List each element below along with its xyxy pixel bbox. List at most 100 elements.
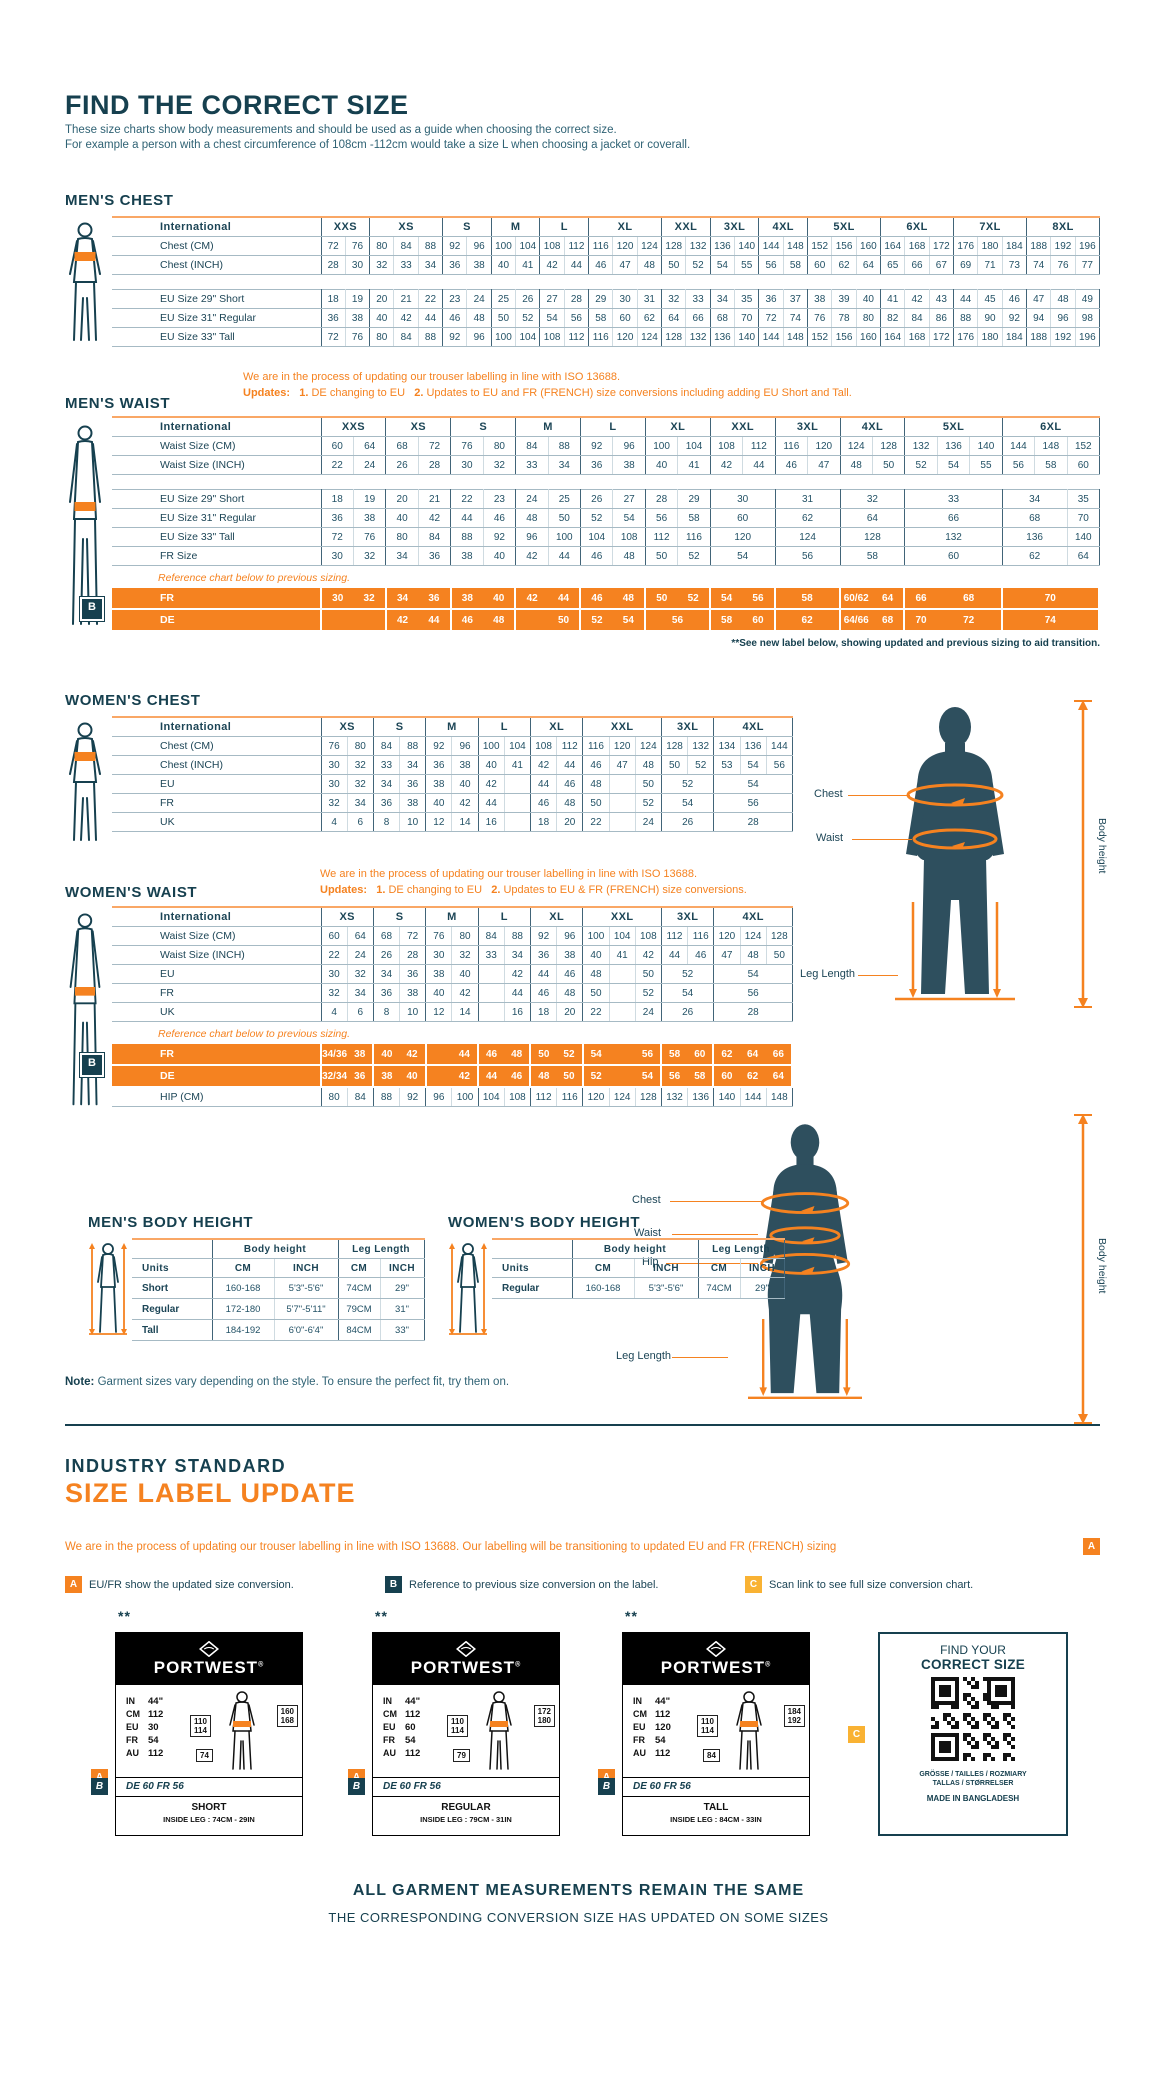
- inside-leg-text: INSIDE LEG : 74CM - 29IN: [163, 1815, 255, 1824]
- size-cell: 70: [1067, 508, 1101, 528]
- size-cell: 80: [321, 1088, 348, 1107]
- size-spec-row: FR 54: [126, 1732, 163, 1746]
- size-cell: 184: [1002, 236, 1028, 256]
- row-label: Chest (CM): [112, 736, 322, 756]
- size-cell: 44: [477, 1065, 505, 1088]
- previous-size-row: DE 60 FR 56 B: [91, 1777, 302, 1796]
- row-label: EU Size 29" Short: [112, 289, 322, 309]
- size-cell: 34: [710, 289, 736, 309]
- womens-waist-heading: WOMEN'S WAIST: [65, 884, 198, 901]
- size-spec-row: FR 54: [383, 1732, 420, 1746]
- size-cell: 80: [347, 736, 374, 756]
- size-cell: 33: [393, 255, 419, 275]
- size-group-header: S: [450, 417, 517, 437]
- size-cell: 29: [588, 289, 614, 309]
- size-group-header: 4XL: [758, 217, 809, 237]
- leg-length-value: 74: [200, 1751, 209, 1760]
- size-cell: 42: [504, 964, 532, 984]
- size-spec-row: EU 120: [633, 1719, 671, 1733]
- size-cell: 56: [645, 508, 679, 528]
- size-cell: 68: [936, 588, 1003, 610]
- size-cell: 26: [515, 289, 541, 309]
- size-cell: 22: [321, 945, 348, 965]
- size-cell: 56: [634, 1044, 663, 1066]
- update-number-2: 2.: [491, 884, 501, 896]
- size-cell: 52: [515, 308, 541, 328]
- size-value: 54: [405, 1735, 416, 1746]
- size-cell: 8: [373, 1002, 401, 1022]
- size-group-header: XXL: [661, 217, 711, 237]
- size-cell: 30: [425, 945, 453, 965]
- update-note-text: We are in the process of updating our tr…: [65, 1540, 837, 1553]
- registered-mark: ®: [258, 1660, 265, 1668]
- size-cell: 48: [466, 308, 492, 328]
- size-cell: 74CM: [338, 1277, 381, 1299]
- size-cell: 53: [713, 755, 741, 775]
- size-spec-row: IN 44": [126, 1693, 163, 1707]
- update-text-1: DE changing to EU: [311, 387, 406, 399]
- column-header: Units: [132, 1258, 213, 1278]
- size-group-header: L: [478, 717, 532, 737]
- size-cell: 140: [734, 236, 760, 256]
- size-system-label: CM: [126, 1709, 140, 1719]
- size-cell: 64: [1067, 546, 1101, 566]
- page-title: FIND THE CORRECT SIZE: [65, 90, 409, 120]
- size-cell: 64: [765, 1065, 794, 1088]
- size-cell: 52: [582, 1065, 609, 1088]
- size-cell: 32: [661, 289, 687, 309]
- size-cell: [504, 812, 532, 832]
- row-label: FR: [112, 1044, 322, 1066]
- fit-name: TALL: [703, 1802, 729, 1813]
- size-cell: 46: [483, 508, 517, 528]
- size-cell: 56: [713, 793, 793, 813]
- size-group-header: 3XL: [775, 417, 841, 437]
- size-cell: 35: [734, 289, 760, 309]
- size-cell: 58: [840, 546, 906, 566]
- size-cell: 38: [556, 945, 584, 965]
- product-label-tall: PORTWEST® IN 44" CM 112 EU 120 FR 54 AU 112 110 114 1…: [598, 1632, 810, 1836]
- size-cell: 74CM: [698, 1277, 741, 1299]
- size-cell: 24: [515, 489, 549, 509]
- womens-waist-iso-note: We are in the process of updating our tr…: [320, 866, 747, 898]
- size-cell: 42: [478, 774, 505, 794]
- size-cell: 38: [466, 255, 492, 275]
- size-cell: 54: [937, 455, 971, 475]
- size-cell: 132: [661, 1088, 689, 1107]
- chest-measure-label: Chest: [814, 788, 843, 800]
- size-cell: 38: [612, 455, 646, 475]
- size-cell: 14: [451, 1002, 479, 1022]
- size-cell: 31": [380, 1298, 425, 1320]
- size-group-header: XS: [385, 417, 452, 437]
- size-cell: 28: [399, 945, 427, 965]
- size-cell: 92: [442, 327, 468, 347]
- size-cell: 42: [451, 1065, 479, 1088]
- size-cell: 48: [515, 508, 549, 528]
- size-value: 112: [405, 1748, 421, 1759]
- size-cell: 196: [1075, 236, 1101, 256]
- size-cell: 16: [478, 812, 505, 832]
- size-cell: 54: [661, 983, 715, 1003]
- size-cell: 32: [347, 774, 374, 794]
- size-cell: 164: [880, 236, 906, 256]
- size-cell: 34: [504, 945, 532, 965]
- row-label: EU: [112, 964, 322, 984]
- industry-standard-title: INDUSTRY STANDARD: [65, 1456, 287, 1476]
- size-group-header: 4XL: [713, 717, 793, 737]
- size-cell: 144: [758, 236, 784, 256]
- size-cell: 48: [582, 774, 610, 794]
- iso-note-line-1: We are in the process of updating our tr…: [243, 371, 621, 383]
- size-cell: 92: [399, 1088, 427, 1107]
- size-cell: 5'3"-5'6": [274, 1277, 339, 1299]
- row-label: FR: [112, 588, 322, 610]
- updates-label: Updates:: [243, 387, 291, 399]
- size-system-label: EU: [126, 1722, 139, 1732]
- size-cell: 24: [347, 945, 374, 965]
- size-cell: 33: [685, 289, 711, 309]
- womens-measurement-diagram: Chest Waist Hip Leg Length Body height: [612, 1110, 1110, 1428]
- size-cell: 48: [582, 964, 610, 984]
- a-badge: A: [65, 1576, 82, 1593]
- size-cell: 164: [880, 327, 906, 347]
- size-cell: 38: [399, 983, 427, 1003]
- size-cell: 88: [548, 436, 582, 456]
- size-cell: 120: [582, 1088, 610, 1107]
